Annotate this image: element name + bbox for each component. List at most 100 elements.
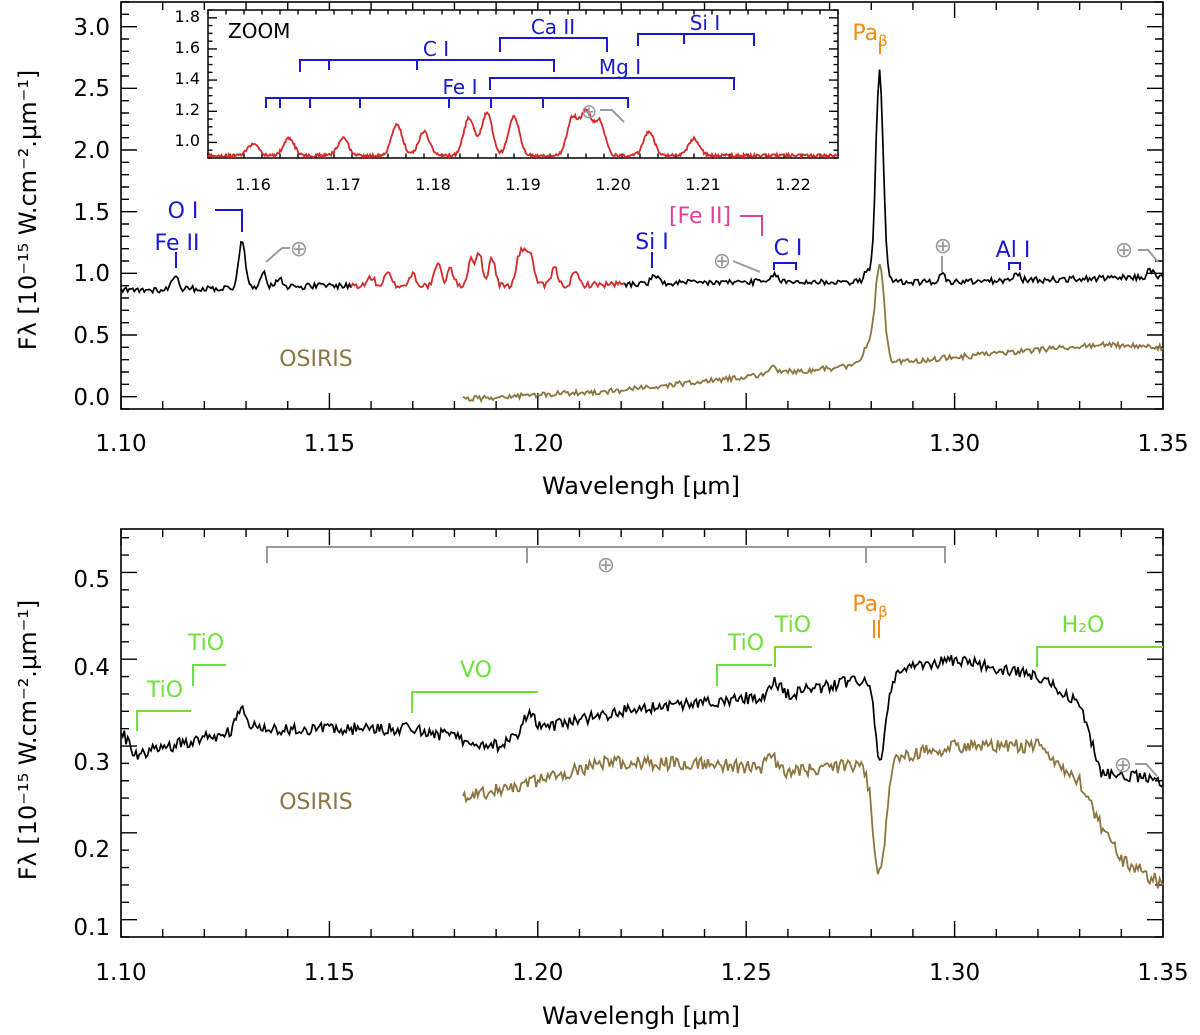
telluric-icon: ⊕ xyxy=(290,237,308,262)
bottom-tio-band-3 xyxy=(716,664,772,686)
bottom-x-axis-label: Wavelengh [μm] xyxy=(542,1002,740,1030)
zoom-label-mgi: Mg I xyxy=(599,55,641,79)
bottom-tio-band-2 xyxy=(192,664,226,686)
bottom-axis-ticks xyxy=(120,529,1164,938)
top-ali-marker xyxy=(1008,262,1021,270)
top-ytick-label: 0.0 xyxy=(73,385,110,411)
top-ytick-label: 3.0 xyxy=(73,15,110,41)
zoom-ci-bracket xyxy=(299,59,555,72)
bottom-spectrum-panel: 1.10 1.15 1.20 1.25 1.30 1.35 0.1 0.2 0.… xyxy=(14,528,1189,1030)
bottom-ytick-label: 0.3 xyxy=(73,750,110,776)
zoom-xtick-label: 1.16 xyxy=(235,175,271,194)
top-spectrum-panel: 1.10 1.15 1.20 1.25 1.30 1.35 0.0 0.5 1.… xyxy=(14,1,1189,500)
bottom-xtick-label: 1.35 xyxy=(1137,960,1188,986)
bottom-ytick-label: 0.5 xyxy=(73,567,110,593)
bottom-ytick-label: 0.4 xyxy=(73,655,110,681)
zoom-xtick-label: 1.19 xyxy=(505,175,541,194)
bottom-spectrum-line xyxy=(120,654,1164,788)
top-label-oi: O I xyxy=(168,199,199,224)
bottom-xtick-label: 1.20 xyxy=(512,960,563,986)
top-oi-marker xyxy=(215,209,243,232)
top-ytick-label: 2.0 xyxy=(73,138,110,164)
zoom-fei-bracket xyxy=(265,97,629,108)
top-xtick-label: 1.35 xyxy=(1137,431,1188,457)
top-ytick-label: 2.5 xyxy=(73,76,110,102)
bottom-h2o-band xyxy=(1036,646,1163,667)
bottom-telluric-leader xyxy=(1135,763,1158,777)
top-series-lines xyxy=(120,69,1164,404)
zoom-xtick-label: 1.21 xyxy=(685,175,721,194)
zoom-telluric-leader xyxy=(600,109,625,123)
top-xtick-label: 1.10 xyxy=(95,431,146,457)
top-fe2-forbidden-marker xyxy=(740,215,763,236)
top-ytick-label: 1.0 xyxy=(73,261,110,287)
zoom-label-fei: Fe I xyxy=(443,75,478,99)
zoom-inset: ZOOM 1.0 1.2 1.4 1.6 1.8 1.16 1.17 1.18 … xyxy=(175,7,839,194)
bottom-telluric-bracket xyxy=(266,546,946,563)
telluric-icon: ⊕ xyxy=(1114,753,1132,778)
zoom-label-ci: C I xyxy=(423,37,449,61)
bottom-tio-band-4 xyxy=(774,646,812,667)
top-xtick-label: 1.30 xyxy=(929,431,980,457)
top-telluric-leader xyxy=(732,260,761,273)
zoom-mgi-bracket xyxy=(489,77,735,90)
top-spectrum-line xyxy=(623,69,1164,290)
top-ytick-label: 1.5 xyxy=(73,200,110,226)
bottom-xtick-label: 1.30 xyxy=(929,960,980,986)
zoom-ytick-label: 1.6 xyxy=(175,38,200,57)
bottom-series-lines xyxy=(120,654,1164,889)
zoom-xtick-label: 1.18 xyxy=(415,175,451,194)
bottom-label-tio: TiO xyxy=(727,631,764,656)
bottom-xtick-label: 1.10 xyxy=(95,960,146,986)
bottom-osiris-line xyxy=(461,737,1164,889)
bottom-label-vo: VO xyxy=(460,658,492,683)
bottom-ytick-label: 0.1 xyxy=(73,915,110,941)
zoom-xtick-label: 1.22 xyxy=(775,175,811,194)
top-y-axis-label: Fλ [10⁻¹⁵ W.cm⁻².μm⁻¹] xyxy=(14,70,42,350)
zoom-ytick-label: 1.0 xyxy=(175,131,200,150)
top-label-sii: Si I xyxy=(635,230,669,255)
bottom-tio-band-1 xyxy=(136,710,191,731)
top-x-axis-label: Wavelengh [μm] xyxy=(542,472,740,500)
top-xtick-label: 1.20 xyxy=(512,431,563,457)
top-plot-frame xyxy=(120,1,1164,410)
top-label-osiris: OSIRIS xyxy=(279,347,353,372)
top-xtick-label: 1.15 xyxy=(304,431,355,457)
bottom-label-osiris: OSIRIS xyxy=(279,790,353,815)
bottom-label-tio: TiO xyxy=(146,678,183,703)
top-telluric-leader xyxy=(1138,249,1159,263)
zoom-xtick-label: 1.17 xyxy=(325,175,361,194)
axis-tick-marks xyxy=(120,1,1164,410)
zoom-label-caii: Ca II xyxy=(531,15,575,39)
zoom-ytick-label: 1.4 xyxy=(175,69,200,88)
bottom-vo-band xyxy=(411,691,538,713)
bottom-ytick-label: 0.2 xyxy=(73,837,110,863)
telluric-icon: ⊕ xyxy=(713,249,731,274)
telluric-icon: ⊕ xyxy=(1115,238,1133,263)
top-label-ali: Al I xyxy=(996,238,1031,263)
top-spectrum-line xyxy=(120,240,352,295)
zoom-spectrum-line xyxy=(207,107,839,160)
zoom-sii-bracket xyxy=(637,33,755,46)
bottom-label-pab: Paβ xyxy=(852,592,887,621)
top-axis-ticks xyxy=(120,1,1164,410)
top-xtick-label: 1.25 xyxy=(721,431,772,457)
telluric-icon: ⊕ xyxy=(934,234,952,259)
zoom-inset-frame xyxy=(207,9,839,159)
zoom-ytick-label: 1.2 xyxy=(175,100,200,119)
telluric-icon: ⊕ xyxy=(581,99,598,123)
zoom-ytick-label: 1.8 xyxy=(175,7,200,26)
top-ytick-label: 0.5 xyxy=(73,323,110,349)
bottom-label-tio: TiO xyxy=(774,613,811,638)
zoom-label-sii: Si I xyxy=(690,11,721,35)
axis-tick-marks xyxy=(120,529,1164,938)
zoom-xtick-label: 1.20 xyxy=(595,175,631,194)
bottom-xtick-label: 1.25 xyxy=(721,960,772,986)
zoom-title: ZOOM xyxy=(228,19,290,43)
top-telluric-leader xyxy=(265,247,290,263)
bottom-xtick-label: 1.15 xyxy=(304,960,355,986)
top-label-fe2-forbidden: [Fe II] xyxy=(669,204,731,229)
zoom-caii-bracket xyxy=(499,37,608,52)
top-label-feii: Fe II xyxy=(155,231,200,256)
